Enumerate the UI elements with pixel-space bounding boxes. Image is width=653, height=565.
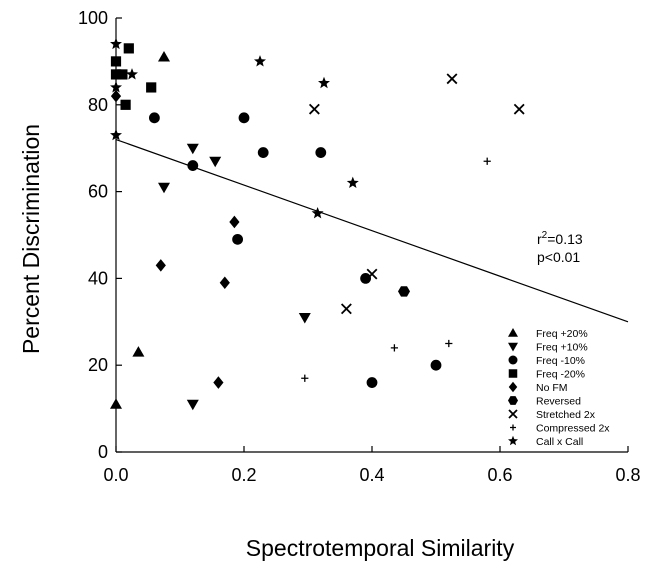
data-point-circle	[257, 147, 269, 158]
r-squared-label: r2=0.13	[537, 230, 583, 247]
x-tick-label: 0.4	[359, 465, 384, 485]
legend-marker-hexagon	[508, 396, 518, 405]
legend-marker-x	[508, 409, 518, 419]
data-point-x	[366, 268, 378, 280]
x-tick-label: 0.6	[487, 465, 512, 485]
data-point-triangle-up	[110, 398, 122, 409]
data-points	[110, 37, 525, 411]
legend-label: Compressed 2x	[536, 423, 610, 435]
data-point-star	[126, 68, 138, 80]
data-point-star	[318, 76, 330, 89]
legend-label: Freq +20%	[536, 328, 588, 340]
data-point-triangle-down	[298, 312, 311, 324]
x-tick-label: 0.8	[615, 465, 640, 485]
legend-marker-star	[508, 435, 518, 446]
legend-marker-triangle-down	[508, 342, 518, 352]
data-point-star	[110, 37, 122, 50]
data-point-diamond	[155, 259, 166, 272]
data-point-star	[110, 128, 122, 141]
data-point-diamond	[229, 215, 240, 229]
data-point-diamond	[219, 276, 230, 290]
data-point-square	[146, 82, 157, 93]
legend-label: Freq -10%	[536, 355, 585, 367]
legend-label: Call x Call	[536, 436, 583, 448]
data-point-triangle-down	[186, 143, 199, 155]
legend: Freq +20% Freq +10%Freq -10% Freq -20%No F…	[508, 328, 610, 448]
data-point-x	[446, 73, 458, 85]
data-point-x	[308, 103, 320, 115]
legend-label: Freq +10%	[536, 342, 588, 354]
legend-label: No FM	[536, 382, 568, 394]
data-point-square	[123, 43, 134, 54]
data-point-triangle-down	[158, 182, 170, 194]
data-point-diamond	[213, 376, 224, 389]
regression-line	[115, 138, 629, 323]
data-point-plus	[390, 344, 398, 352]
data-point-plus	[445, 339, 453, 348]
data-point-plus	[301, 374, 309, 382]
legend-label: Reversed	[536, 396, 581, 408]
data-point-circle	[315, 147, 327, 158]
data-point-x	[340, 303, 352, 315]
y-tick-label: 20	[88, 355, 108, 375]
data-point-circle	[238, 112, 250, 124]
regression-stats: r2=0.13 p<0.01	[537, 230, 583, 265]
y-axis-title: Percent Discrimination	[18, 124, 44, 354]
data-point-x	[513, 103, 525, 115]
legend-marker-plus	[510, 424, 516, 431]
data-point-star	[311, 207, 324, 219]
legend-marker-triangle-up	[508, 328, 518, 337]
data-point-square	[110, 56, 122, 67]
data-point-diamond	[110, 89, 122, 103]
data-point-circle	[187, 160, 199, 171]
data-point-square	[120, 99, 131, 110]
p-value-label: p<0.01	[537, 249, 580, 265]
data-point-hexagon	[398, 286, 410, 297]
data-point-triangle-up	[158, 51, 170, 62]
legend-marker-circle	[508, 355, 518, 365]
y-tick-label: 60	[88, 182, 108, 202]
legend-label: Stretched 2x	[536, 409, 596, 421]
data-point-square	[110, 69, 122, 80]
x-axis-title: Spectrotemporal Similarity	[246, 535, 515, 561]
data-point-circle	[149, 112, 160, 124]
data-point-star	[110, 81, 122, 93]
data-point-triangle-up	[132, 346, 145, 357]
legend-marker-square	[508, 369, 518, 378]
data-point-star	[346, 176, 359, 189]
data-point-triangle-down	[209, 156, 222, 168]
regression-line-group	[115, 138, 629, 323]
data-point-star	[254, 55, 266, 67]
x-tick-label: 0.0	[103, 465, 128, 485]
x-tick-label: 0.2	[231, 465, 256, 485]
data-point-circle	[430, 359, 442, 371]
y-tick-label: 0	[98, 442, 108, 462]
data-point-circle	[232, 233, 244, 245]
data-point-circle	[366, 377, 378, 388]
data-point-triangle-down	[186, 399, 199, 411]
data-point-plus	[483, 157, 491, 165]
axis-ticks: 0 20 40 60 80 100 0.0 0.2 0.4 0.6 0.8	[78, 8, 641, 485]
legend-marker-diamond	[508, 381, 518, 393]
legend-label: Freq -20%	[536, 369, 585, 381]
y-tick-label: 40	[88, 268, 108, 288]
y-tick-label: 100	[78, 8, 108, 28]
y-tick-label: 80	[88, 95, 108, 115]
data-point-square	[117, 69, 128, 80]
data-point-circle	[360, 273, 371, 284]
